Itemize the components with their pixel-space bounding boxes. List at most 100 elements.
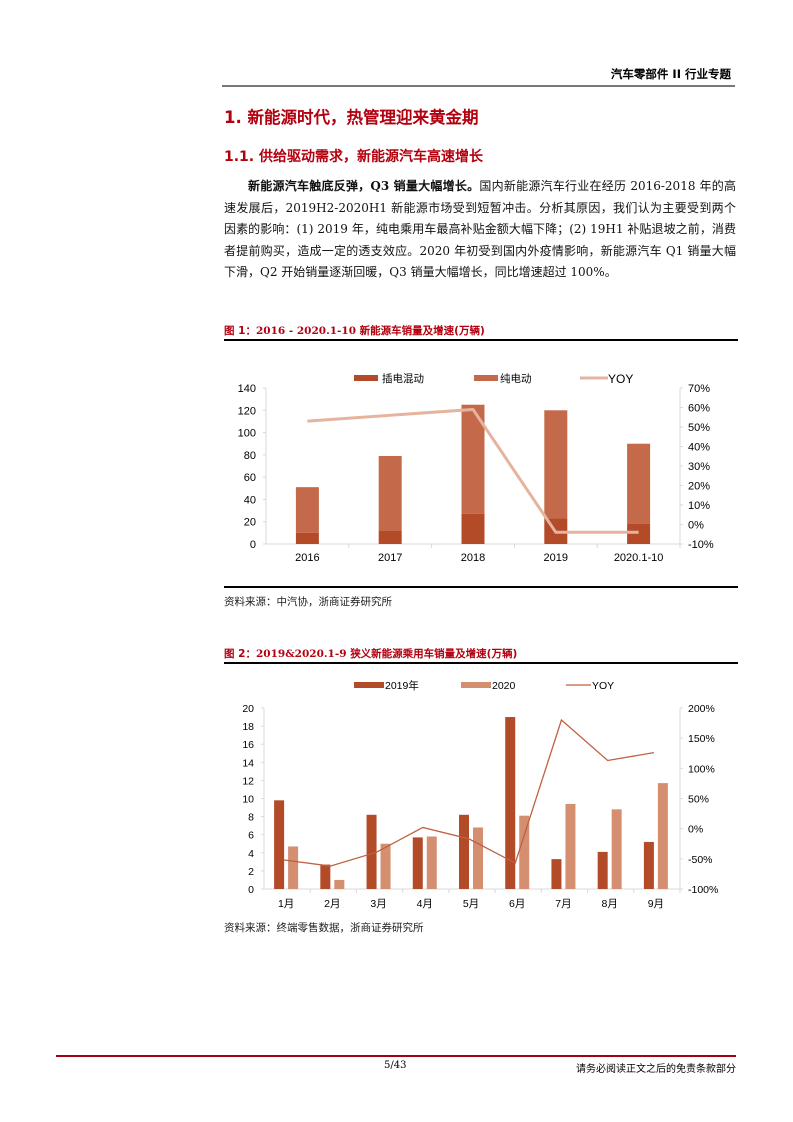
y2-tick-label: 150% — [688, 733, 715, 745]
x-tick-label: 2016 — [295, 552, 319, 564]
y-tick-label: 80 — [244, 450, 256, 462]
y-tick-label: 2 — [248, 866, 254, 878]
bar-2019 — [643, 841, 654, 889]
bar-bev — [461, 404, 485, 514]
y2-tick-label: 50% — [688, 422, 710, 434]
x-tick-label: 2020.1-10 — [614, 552, 664, 564]
footer-divider — [56, 1055, 736, 1057]
bar-bev — [378, 455, 402, 531]
yoy-line — [284, 718, 654, 867]
footer-disclaimer: 请务必阅读正文之后的免责条款部分 — [576, 1064, 736, 1075]
x-tick-label: 6月 — [509, 898, 525, 910]
x-tick-label: 1月 — [278, 898, 294, 910]
body-paragraph: 新能源汽车触底反弹，Q3 销量大幅增长。国内新能源汽车行业在经历 2016-20… — [224, 176, 736, 284]
y2-tick-label: 30% — [688, 461, 710, 473]
bar-2020 — [334, 879, 345, 889]
bar-2019 — [551, 859, 562, 889]
paragraph-text: 国内新能源汽车行业在经历 2016-2018 年的高速发展后，2019H2-20… — [224, 179, 737, 279]
x-tick-label: 3月 — [370, 898, 386, 910]
x-tick-label: 2017 — [378, 552, 402, 564]
bar-2019 — [505, 717, 516, 889]
bar-2019 — [366, 814, 377, 889]
y2-tick-label: -10% — [688, 539, 714, 551]
figure1-source: 资料来源：中汽协，浙商证券研究所 — [224, 596, 392, 608]
x-tick-label: 2018 — [461, 552, 485, 564]
figure1-name: 新能源车销量及增速(万辆) — [359, 325, 485, 337]
bar-2020 — [473, 827, 483, 889]
x-tick-label: 4月 — [417, 898, 433, 910]
y2-tick-label: 0% — [688, 520, 704, 532]
y2-tick-label: 60% — [688, 403, 710, 415]
bar-2020 — [611, 809, 622, 889]
legend-label-bev: 纯电动 — [500, 372, 532, 385]
yoy-line — [307, 407, 639, 534]
legend-label-yoy: YOY — [592, 680, 614, 692]
y2-tick-label: 0% — [688, 824, 703, 836]
y-tick-label: 10 — [242, 794, 254, 806]
bar-2019 — [459, 814, 469, 889]
x-tick-label: 8月 — [601, 898, 617, 910]
y-tick-label: 120 — [238, 405, 256, 417]
x-tick-label: 2019 — [544, 552, 568, 564]
y-tick-label: 4 — [248, 848, 254, 860]
header-title: 汽车零部件 II 行业专题 — [610, 67, 731, 81]
subsection-heading: 1.1. 供给驱动需求，新能源汽车高速增长 — [224, 149, 483, 165]
figure2-name: 狭义新能源乘用车销量及增速(万辆) — [350, 648, 518, 660]
y-tick-label: 140 — [238, 383, 256, 395]
figure2-top-rule — [224, 662, 738, 664]
page-number: 5/43 — [384, 1060, 407, 1071]
legend-swatch-bev — [474, 375, 498, 381]
bar-2019 — [412, 837, 423, 889]
y-tick-label: 60 — [244, 472, 256, 484]
bar-phev — [378, 530, 402, 544]
y-tick-label: 100 — [238, 428, 256, 440]
x-tick-label: 2月 — [324, 898, 340, 910]
figure1-top-rule — [224, 339, 738, 341]
legend-swatch-2020 — [461, 682, 491, 688]
x-tick-label: 7月 — [555, 898, 571, 910]
figure2-source: 资料来源：终端零售数据，浙商证券研究所 — [224, 922, 424, 934]
y2-tick-label: 70% — [688, 383, 710, 395]
y-tick-label: 14 — [242, 757, 254, 769]
figure2-title: 图 2：2019&2020.1-9 狭义新能源乘用车销量及增速(万辆) — [224, 646, 517, 661]
y2-tick-label: -100% — [688, 884, 718, 896]
y-tick-label: 6 — [248, 830, 254, 842]
bar-2020 — [426, 836, 437, 889]
figure1-bottom-rule — [224, 586, 738, 588]
figure1-title: 图 1：2016 - 2020.1-10 新能源车销量及增速(万辆) — [224, 323, 485, 338]
bar-bev — [295, 487, 319, 533]
bar-2020 — [380, 843, 391, 889]
bar-phev — [627, 523, 651, 544]
y2-tick-label: 40% — [688, 442, 710, 454]
y-tick-label: 40 — [244, 494, 256, 506]
x-tick-label: 9月 — [648, 898, 664, 910]
bar-2019 — [597, 851, 608, 889]
bar-2019 — [320, 864, 331, 889]
y2-tick-label: 50% — [688, 794, 709, 806]
y-tick-label: 0 — [250, 539, 256, 551]
y-tick-label: 20 — [244, 517, 256, 529]
figure1-label: 图 1： — [224, 325, 256, 337]
x-tick-label: 5月 — [463, 898, 479, 910]
bar-2020 — [565, 803, 576, 889]
y-tick-label: 20 — [242, 703, 254, 715]
bar-bev — [627, 443, 651, 524]
figure2-chart: 0 2 4 6 8 10 12 14 16 18 20 -100% -50% 0% 50% 100% 150% 2… — [242, 679, 718, 910]
bar-2020 — [519, 815, 530, 889]
legend-label-yoy: YOY — [608, 372, 633, 386]
y2-tick-label: 200% — [688, 703, 715, 715]
y-tick-label: 8 — [248, 812, 254, 824]
bar-2020 — [657, 783, 668, 889]
bar-2020 — [288, 846, 299, 889]
section-heading: 1. 新能源时代，热管理迎来黄金期 — [224, 108, 479, 127]
bar-bev — [544, 410, 568, 519]
bar-2019 — [274, 800, 285, 889]
y-tick-label: 12 — [242, 775, 254, 787]
figure1-range: 2016 - 2020.1-10 — [255, 325, 360, 337]
legend-swatch-2019 — [354, 682, 384, 688]
bar-phev — [295, 532, 319, 544]
legend-label-2019: 2019年 — [385, 679, 419, 692]
paragraph-lead: 新能源汽车触底反弹，Q3 销量大幅增长。 — [248, 179, 480, 193]
legend-swatch-phev — [354, 375, 378, 381]
y2-tick-label: 10% — [688, 500, 710, 512]
